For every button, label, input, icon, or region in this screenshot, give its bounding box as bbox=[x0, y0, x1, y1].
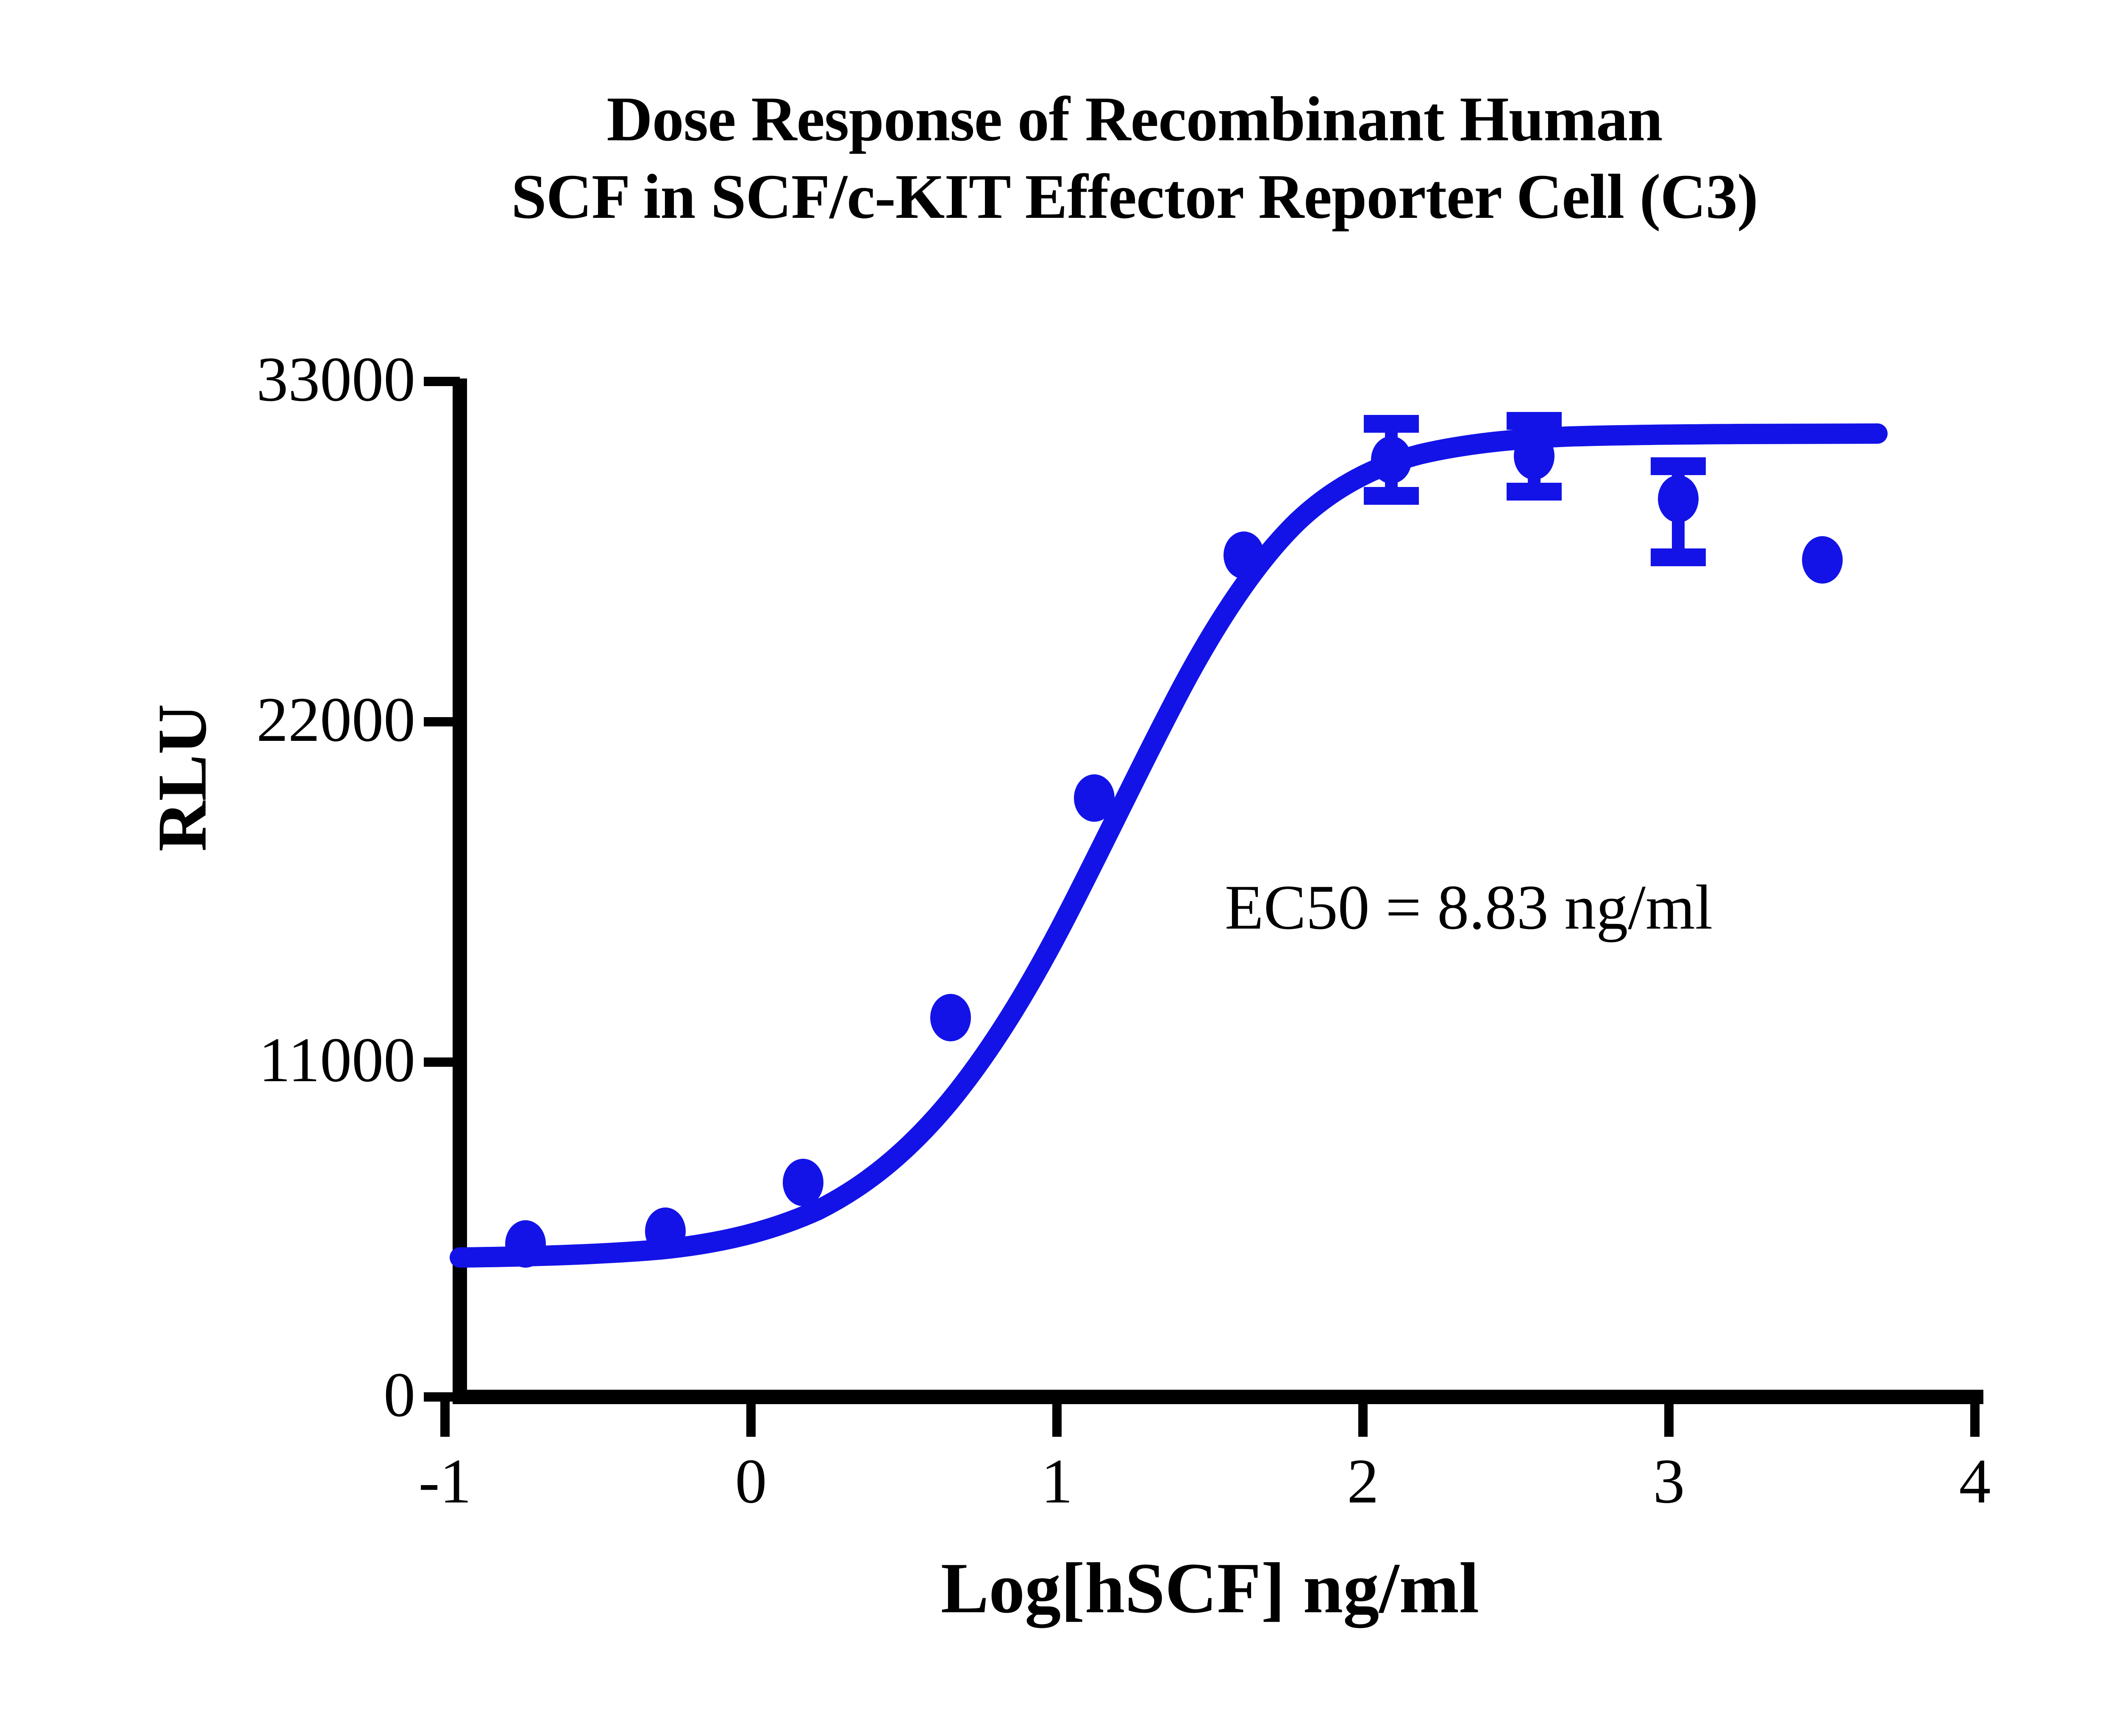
y-axis-ticks bbox=[424, 377, 460, 1402]
data-point bbox=[1514, 432, 1554, 480]
data-point bbox=[783, 1159, 823, 1206]
x-tick-label-neg1: -1 bbox=[418, 1446, 472, 1516]
y-tick-label-11000: 11000 bbox=[259, 1025, 415, 1095]
data-point bbox=[1802, 536, 1843, 584]
y-tick-label-0: 0 bbox=[384, 1360, 415, 1430]
data-point bbox=[645, 1207, 686, 1255]
x-axis-title: Log[hSCF] ng/ml bbox=[940, 1548, 1479, 1628]
x-tick-label-2: 2 bbox=[1347, 1446, 1379, 1516]
data-point bbox=[930, 994, 971, 1041]
page-title: Dose Response of Recombinant Human SCF i… bbox=[511, 84, 1758, 232]
fit-curve bbox=[450, 423, 1888, 1268]
data-point bbox=[1371, 436, 1412, 484]
y-tick-label-33000: 33000 bbox=[256, 344, 415, 415]
x-tick-label-1: 1 bbox=[1041, 1446, 1073, 1516]
data-point-markers bbox=[505, 432, 1843, 1268]
x-axis-ticks bbox=[440, 1397, 1980, 1437]
ec50-annotation: EC50 = 8.83 ng/ml bbox=[1225, 872, 1713, 943]
data-point bbox=[1224, 531, 1264, 579]
data-point bbox=[1074, 774, 1115, 822]
x-tick-label-4: 4 bbox=[1959, 1446, 1991, 1516]
data-point bbox=[1658, 475, 1699, 523]
data-point bbox=[505, 1220, 546, 1268]
x-tick-label-3: 3 bbox=[1653, 1446, 1685, 1516]
y-axis-title: RLU bbox=[143, 704, 221, 852]
y-tick-label-22000: 22000 bbox=[256, 684, 415, 755]
x-tick-label-0: 0 bbox=[735, 1446, 767, 1516]
